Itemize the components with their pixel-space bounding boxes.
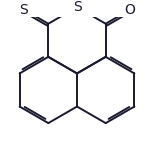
Text: S: S (20, 3, 28, 17)
Text: O: O (125, 3, 136, 17)
Text: S: S (73, 0, 81, 14)
